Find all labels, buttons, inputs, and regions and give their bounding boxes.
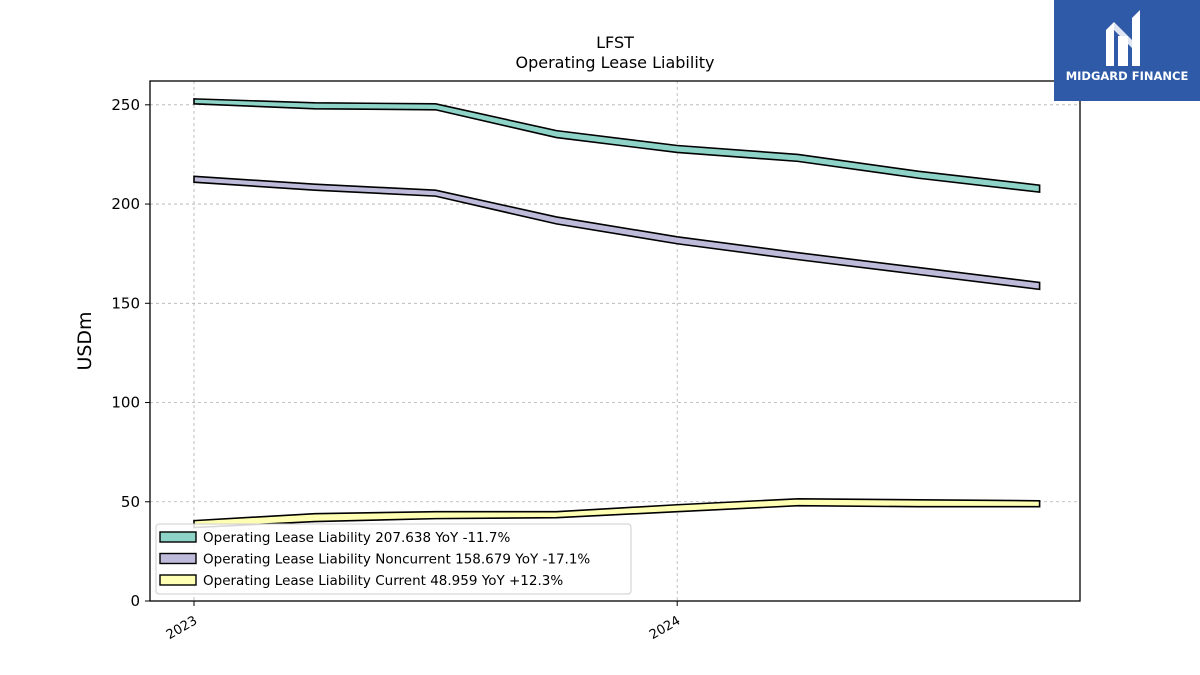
y-tick-label: 200 xyxy=(111,195,140,213)
x-axis: 2023 2024 xyxy=(164,601,683,643)
brand-logo: MIDGARD FINANCE xyxy=(1054,0,1200,101)
series-band-2 xyxy=(193,497,1041,529)
series-band-0 xyxy=(193,98,1041,194)
x-tick-label: 2024 xyxy=(647,613,683,643)
legend-swatch-0 xyxy=(159,531,197,543)
y-tick-label: 0 xyxy=(130,592,140,610)
series-layer xyxy=(193,98,1041,529)
y-tick-label: 250 xyxy=(111,96,140,114)
y-tick-label: 100 xyxy=(111,394,140,412)
y-tick-label: 150 xyxy=(111,294,140,312)
legend: Operating Lease Liability 207.638 YoY -1… xyxy=(155,523,632,595)
chart-title: LFST xyxy=(596,33,634,52)
legend-box xyxy=(155,523,632,595)
series-band-1 xyxy=(193,175,1041,291)
legend-label-1: Operating Lease Liability Noncurrent 158… xyxy=(203,552,590,568)
y-axis: 0 50 100 150 200 250 xyxy=(111,96,150,610)
legend-label-2: Operating Lease Liability Current 48.959… xyxy=(203,573,563,589)
plot-frame xyxy=(149,80,1081,602)
chart-subtitle: Operating Lease Liability xyxy=(515,53,714,72)
legend-swatch-1 xyxy=(159,552,197,565)
brand-logo-icon xyxy=(1106,10,1140,66)
y-axis-label: USDm xyxy=(74,311,96,370)
legend-label-0: Operating Lease Liability 207.638 YoY -1… xyxy=(203,530,511,546)
y-tick-label: 50 xyxy=(121,493,140,511)
brand-name: MIDGARD FINANCE xyxy=(1065,69,1189,83)
x-tick-label: 2023 xyxy=(164,613,200,643)
legend-swatch-2 xyxy=(159,574,197,586)
